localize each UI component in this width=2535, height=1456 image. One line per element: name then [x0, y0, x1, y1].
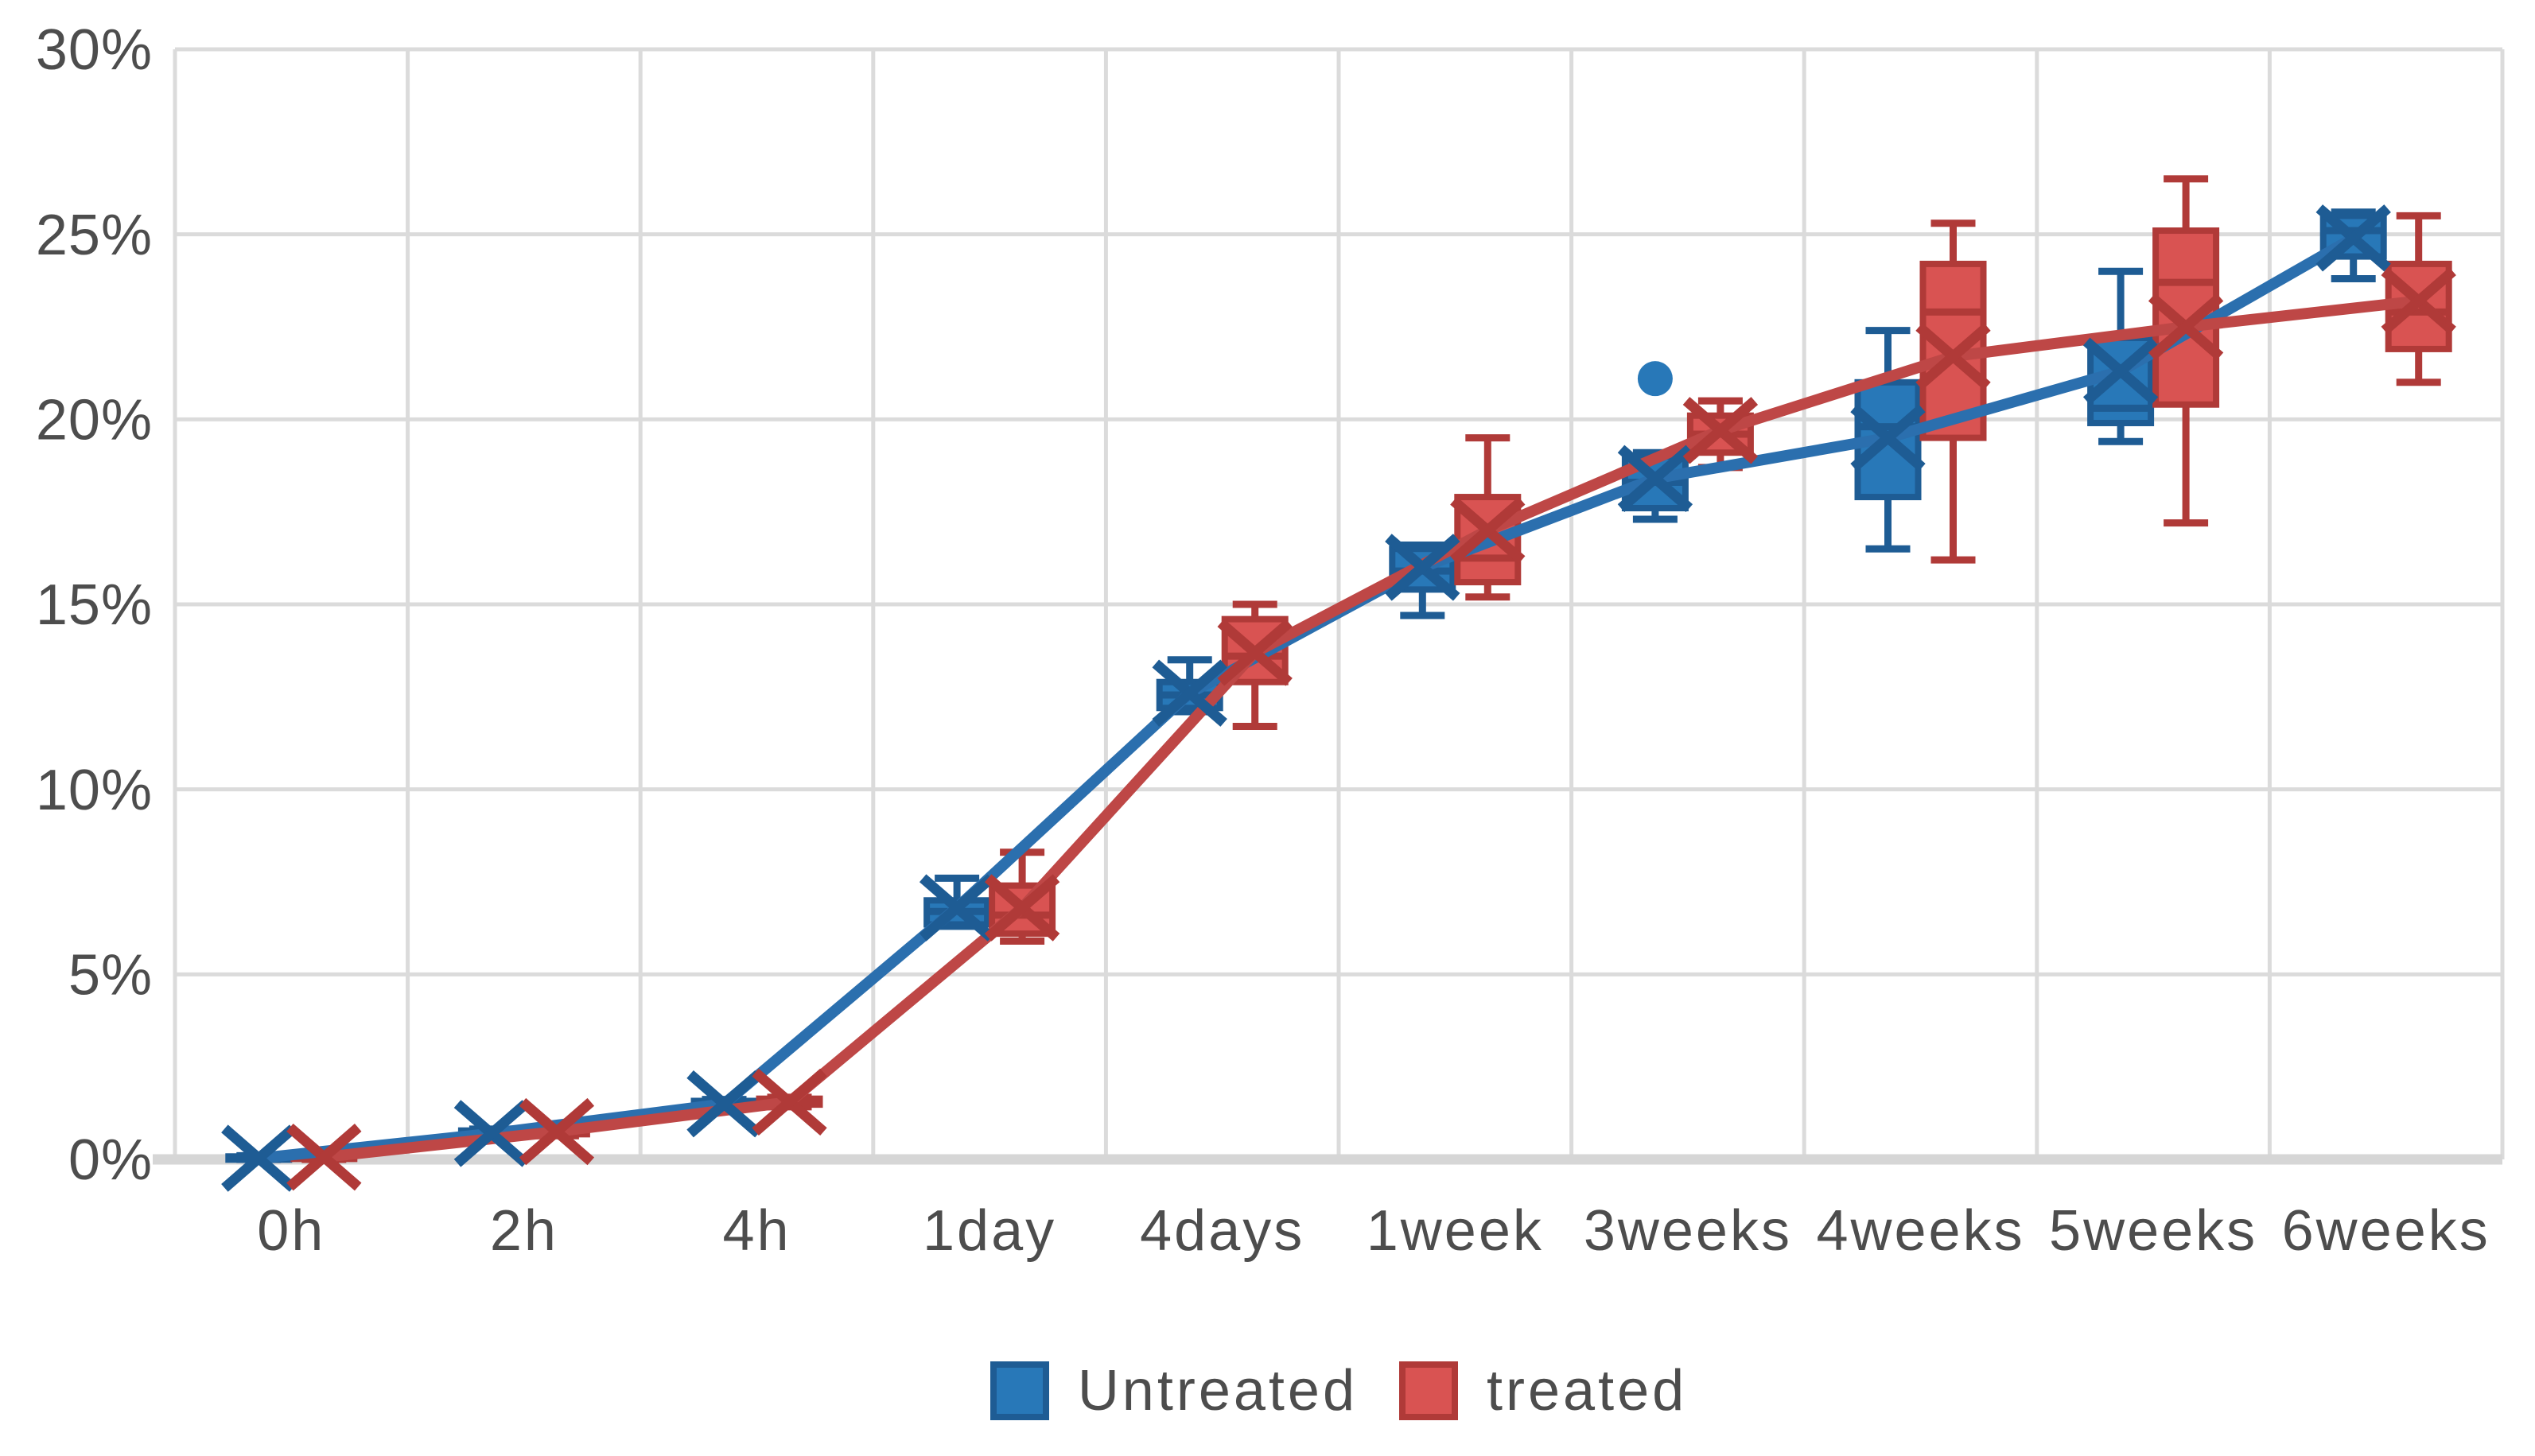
legend-label-treated: treated: [1487, 1359, 1688, 1423]
x-axis-tick-label: 6weeks: [2282, 1199, 2490, 1263]
legend-item-untreated: Untreated: [990, 1361, 1358, 1420]
y-axis-tick-label: 30%: [36, 18, 153, 82]
chart-legend: Untreated treated: [175, 1361, 2502, 1420]
x-axis-tick-label: 3weeks: [1584, 1199, 1792, 1263]
x-axis-tick-label: 2h: [490, 1199, 558, 1263]
mean-marker-Untreated-4days: [1152, 659, 1227, 727]
mean-marker-treated-1day: [984, 874, 1060, 942]
mean-marker-Untreated-3weeks: [1617, 445, 1693, 512]
x-axis-tick-label: 1day: [923, 1199, 1056, 1263]
legend-swatch-treated: [1399, 1361, 1459, 1420]
mean-line-Untreated: [258, 233, 2357, 1164]
x-axis-tick-label: 5weeks: [2049, 1199, 2257, 1263]
mean-marker-Untreated-4weeks: [1850, 404, 1926, 472]
mean-marker-treated-4h: [752, 1068, 827, 1136]
x-axis-tick-label: 4h: [722, 1199, 791, 1263]
x-axis-tick-label: 4weeks: [1816, 1199, 2024, 1263]
mean-marker-Untreated-6weeks: [2315, 204, 2391, 272]
mean-line-treated: [323, 295, 2420, 1163]
mean-marker-treated-2h: [519, 1097, 595, 1166]
y-axis-tick-label: 5%: [68, 944, 153, 1008]
y-axis-tick-label: 10%: [36, 759, 153, 822]
mean-marker-treated-4days: [1217, 619, 1293, 686]
x-axis-tick-label: 0h: [257, 1199, 325, 1263]
mean-marker-Untreated-1week: [1385, 534, 1460, 601]
mean-marker-Untreated-5weeks: [2082, 337, 2159, 406]
mean-marker-treated-3weeks: [1682, 397, 1759, 464]
mean-marker-treated-5weeks: [2148, 293, 2224, 361]
mean-marker-treated-4weeks: [1915, 323, 1991, 390]
legend-item-treated: treated: [1399, 1361, 1687, 1420]
mean-marker-Untreated-4h: [686, 1070, 762, 1138]
y-axis-tick-label: 25%: [36, 204, 153, 267]
legend-label-untreated: Untreated: [1077, 1359, 1359, 1423]
x-axis-tick-label: 1week: [1367, 1199, 1544, 1263]
mean-marker-Untreated-2h: [453, 1100, 530, 1167]
outlier-dot-Untreated-3weeks: [1637, 361, 1673, 397]
y-axis-tick-label: 15%: [36, 573, 153, 637]
y-axis-tick-label: 0%: [68, 1128, 153, 1192]
mean-marker-Untreated-1day: [919, 874, 995, 942]
mean-marker-Untreated-0h: [221, 1124, 297, 1192]
y-axis-tick-label: 20%: [36, 389, 153, 452]
x-axis-tick-label: 4days: [1140, 1199, 1304, 1263]
mean-marker-treated-6weeks: [2381, 267, 2456, 335]
mean-marker-treated-1week: [1450, 496, 1526, 565]
legend-swatch-untreated: [990, 1361, 1049, 1420]
mean-marker-treated-0h: [286, 1124, 362, 1191]
